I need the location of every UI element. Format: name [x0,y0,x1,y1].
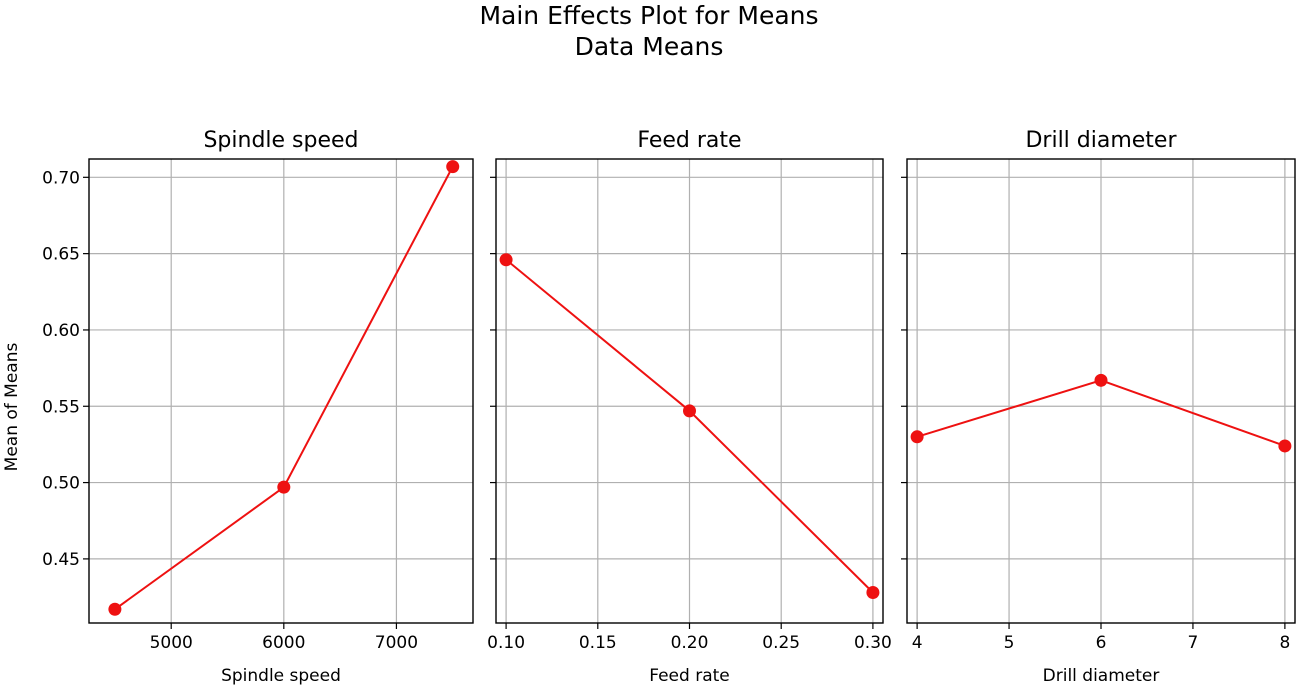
y-tick-label: 0.45 [42,550,80,570]
x-tick-label: 7000 [375,633,418,653]
x-axis-label: Spindle speed [221,666,341,686]
data-point [108,602,122,616]
x-tick-label: 6000 [262,633,305,653]
x-tick-label: 5 [1004,633,1015,653]
data-point [866,585,880,599]
x-axis-label: Drill diameter [1043,666,1160,686]
panel-title: Spindle speed [203,128,358,153]
plot-frame [88,158,474,624]
panels-group: 0.45 0.50 0.55 0.60 0.65 0.70 5000 6000 7000 Spin… [42,128,1296,686]
data-point [1094,373,1108,387]
x-tick-label: 0.15 [579,633,617,653]
data-point [277,480,291,494]
x-tick-label: 7 [1188,633,1199,653]
x-tick-label: 6 [1096,633,1107,653]
x-tick-label: 0.10 [487,633,525,653]
y-tick-label: 0.60 [42,321,80,341]
chart-subtitle: Data Means [575,32,724,61]
y-tick-label: 0.55 [42,397,80,417]
y-tick-label: 0.70 [42,168,80,188]
panel-3: 4 5 6 7 8 Drill diameter Drill diameter [901,128,1296,686]
x-tick-label: 0.30 [854,633,892,653]
data-point [910,430,924,444]
chart-title: Main Effects Plot for Means [479,1,818,30]
data-point [446,160,460,174]
y-axis-label: Mean of Means [2,343,22,472]
y-tick-label: 0.50 [42,474,80,494]
panel-title: Feed rate [637,128,741,153]
data-point [683,404,696,418]
x-tick-label: 8 [1279,633,1290,653]
x-axis-label: Feed rate [649,666,730,686]
x-tick-label: 5000 [150,633,193,653]
panel-title: Drill diameter [1025,128,1177,153]
panel-2: 0.10 0.15 0.20 0.25 0.30 Feed rate Feed rate [487,128,892,686]
data-point [499,253,513,267]
panel-1: 0.45 0.50 0.55 0.60 0.65 0.70 5000 6000 7000 Spin… [42,128,474,686]
x-tick-label: 4 [912,633,923,653]
data-point [1278,439,1292,453]
x-tick-label: 0.20 [671,633,709,653]
x-tick-label: 0.25 [762,633,800,653]
y-tick-label: 0.65 [42,245,80,265]
